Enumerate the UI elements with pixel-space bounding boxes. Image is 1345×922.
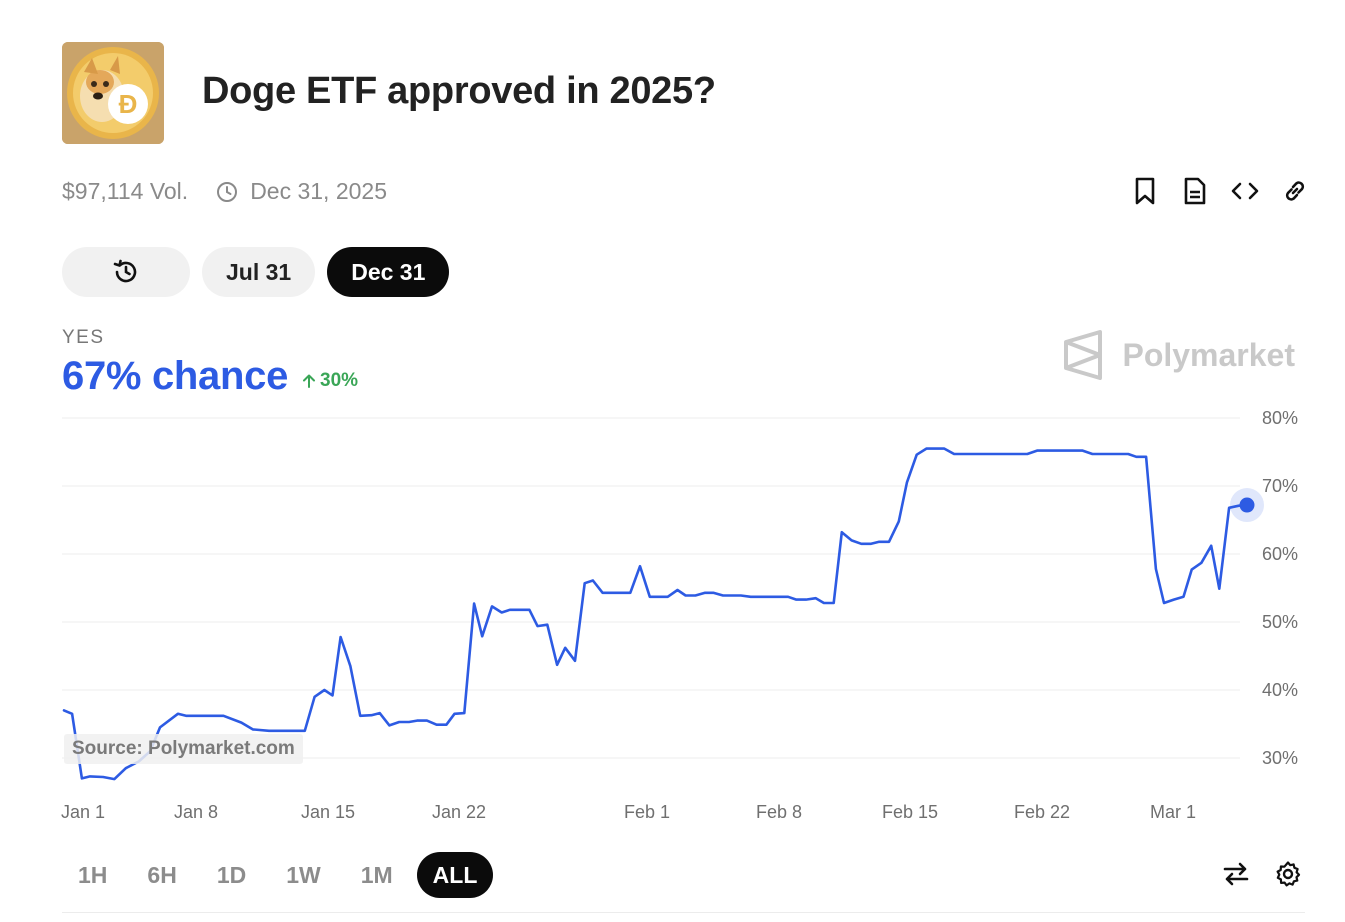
range-1m[interactable]: 1M (360, 861, 393, 888)
x-tick-label: Mar 1 (1150, 802, 1196, 822)
svg-text:Ð: Ð (119, 89, 138, 119)
x-tick-label: Feb 8 (756, 802, 802, 822)
change-badge: 30% (302, 370, 358, 392)
y-tick-label: 80% (1262, 408, 1298, 428)
x-tick-label: Feb 15 (882, 802, 938, 822)
bookmark-icon[interactable] (1131, 175, 1159, 207)
embed-code-icon[interactable] (1231, 175, 1259, 207)
x-tick-label: Feb 22 (1014, 802, 1070, 822)
change-value: 30% (320, 370, 359, 391)
end-date-text: Dec 31, 2025 (250, 178, 388, 204)
source-label: Source: Polymarket.com (64, 734, 303, 764)
range-1w[interactable]: 1W (286, 861, 321, 888)
time-range-selector: 1H 6H 1D 1W 1M ALL (62, 852, 494, 898)
current-point[interactable] (1239, 497, 1255, 513)
y-tick-label: 50% (1262, 612, 1298, 632)
x-tick-label: Jan 22 (432, 802, 486, 822)
x-tick-label: Jan 15 (301, 802, 355, 822)
arrow-up-icon (303, 374, 316, 388)
link-icon[interactable] (1281, 175, 1309, 207)
x-tick-label: Jan 8 (174, 802, 218, 822)
history-icon (113, 259, 137, 283)
probability-chart: 80% 70% 60% 50% 40% 30% Jan 1 Jan 8 Jan 15 Jan 2… (61, 408, 1298, 822)
volume-text: $97,114 Vol. (62, 178, 189, 204)
bottom-divider (62, 912, 1305, 913)
swap-arrows-icon[interactable] (1221, 858, 1251, 890)
settings-gear-icon[interactable] (1273, 858, 1303, 890)
range-all[interactable]: ALL (416, 852, 494, 898)
market-meta: $97,114 Vol. Dec 31, 2025 (62, 178, 387, 205)
date-pills: Jul 31 Dec 31 (62, 247, 450, 297)
x-tick-label: Jan 1 (61, 802, 105, 822)
x-tick-label: Feb 1 (624, 802, 670, 822)
date-pill-jul-31[interactable]: Jul 31 (202, 247, 316, 297)
y-tick-label: 30% (1262, 748, 1298, 768)
history-button[interactable] (62, 247, 190, 297)
polymarket-watermark: Polymarket (1060, 328, 1295, 382)
market-logo: Ð (62, 42, 164, 144)
page-title: Doge ETF approved in 2025? (202, 70, 716, 112)
y-tick-label: 70% (1262, 476, 1298, 496)
range-6h[interactable]: 6H (147, 861, 177, 888)
yes-price-line (62, 447, 1249, 781)
range-1d[interactable]: 1D (216, 861, 247, 888)
outcome-label: YES (62, 327, 105, 348)
polymarket-logo-icon (1064, 330, 1103, 380)
chart-tools (1221, 858, 1303, 890)
chance-value: 67% chance (62, 354, 289, 398)
outcome-chance: 67% chance 30% (62, 354, 358, 399)
y-tick-label: 40% (1262, 680, 1298, 700)
doge-coin-icon: Ð (62, 42, 164, 144)
date-pill-dec-31[interactable]: Dec 31 (327, 247, 450, 297)
market-actions (1131, 175, 1309, 207)
document-icon[interactable] (1181, 175, 1209, 207)
clock-icon (216, 181, 238, 203)
range-1h[interactable]: 1H (78, 861, 108, 888)
brand-name: Polymarket (1122, 336, 1295, 373)
y-tick-label: 60% (1262, 544, 1298, 564)
